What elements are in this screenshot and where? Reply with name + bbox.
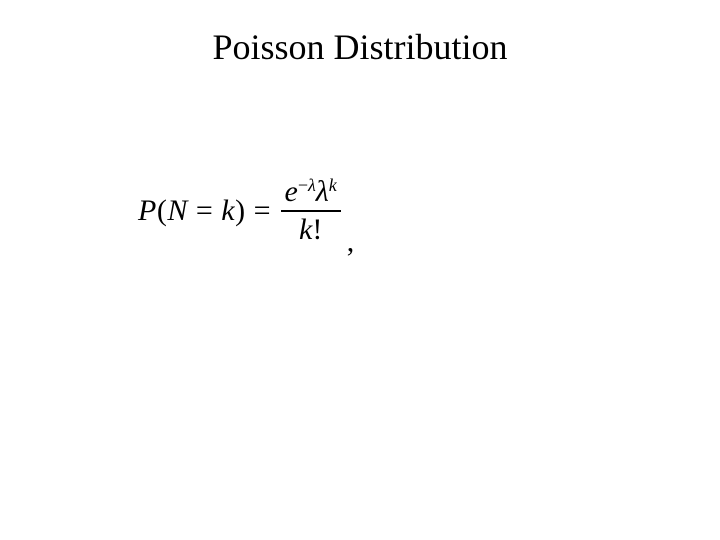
inner-equals: =: [188, 194, 221, 227]
paren-open: (: [157, 194, 168, 227]
symbol-e: e: [285, 175, 298, 208]
factorial: !: [312, 213, 322, 246]
denominator: k!: [295, 214, 326, 246]
slide-title: Poisson Distribution: [0, 26, 720, 68]
formula-lhs: P(N = k): [138, 194, 246, 228]
exp-k: k: [329, 175, 337, 195]
symbol-lambda: λ: [316, 175, 329, 208]
symbol-lambda-exp: λ: [308, 175, 316, 195]
trailing-comma: ,: [347, 225, 355, 259]
symbol-k: k: [221, 194, 235, 227]
symbol-N: N: [167, 194, 188, 227]
numerator: e−λλk: [281, 176, 341, 208]
exp-neg-lambda: −λ: [298, 175, 316, 195]
fraction: e−λλk k!: [281, 176, 341, 245]
fraction-bar: [281, 210, 341, 212]
paren-close: ): [235, 194, 246, 227]
minus-sign: −: [298, 175, 308, 195]
symbol-P: P: [138, 194, 157, 227]
symbol-k-denom: k: [299, 213, 312, 246]
equals-sign: =: [254, 194, 271, 228]
poisson-formula: P(N = k) = e−λλk k! ,: [138, 176, 354, 245]
slide: Poisson Distribution P(N = k) = e−λλk k!…: [0, 0, 720, 540]
